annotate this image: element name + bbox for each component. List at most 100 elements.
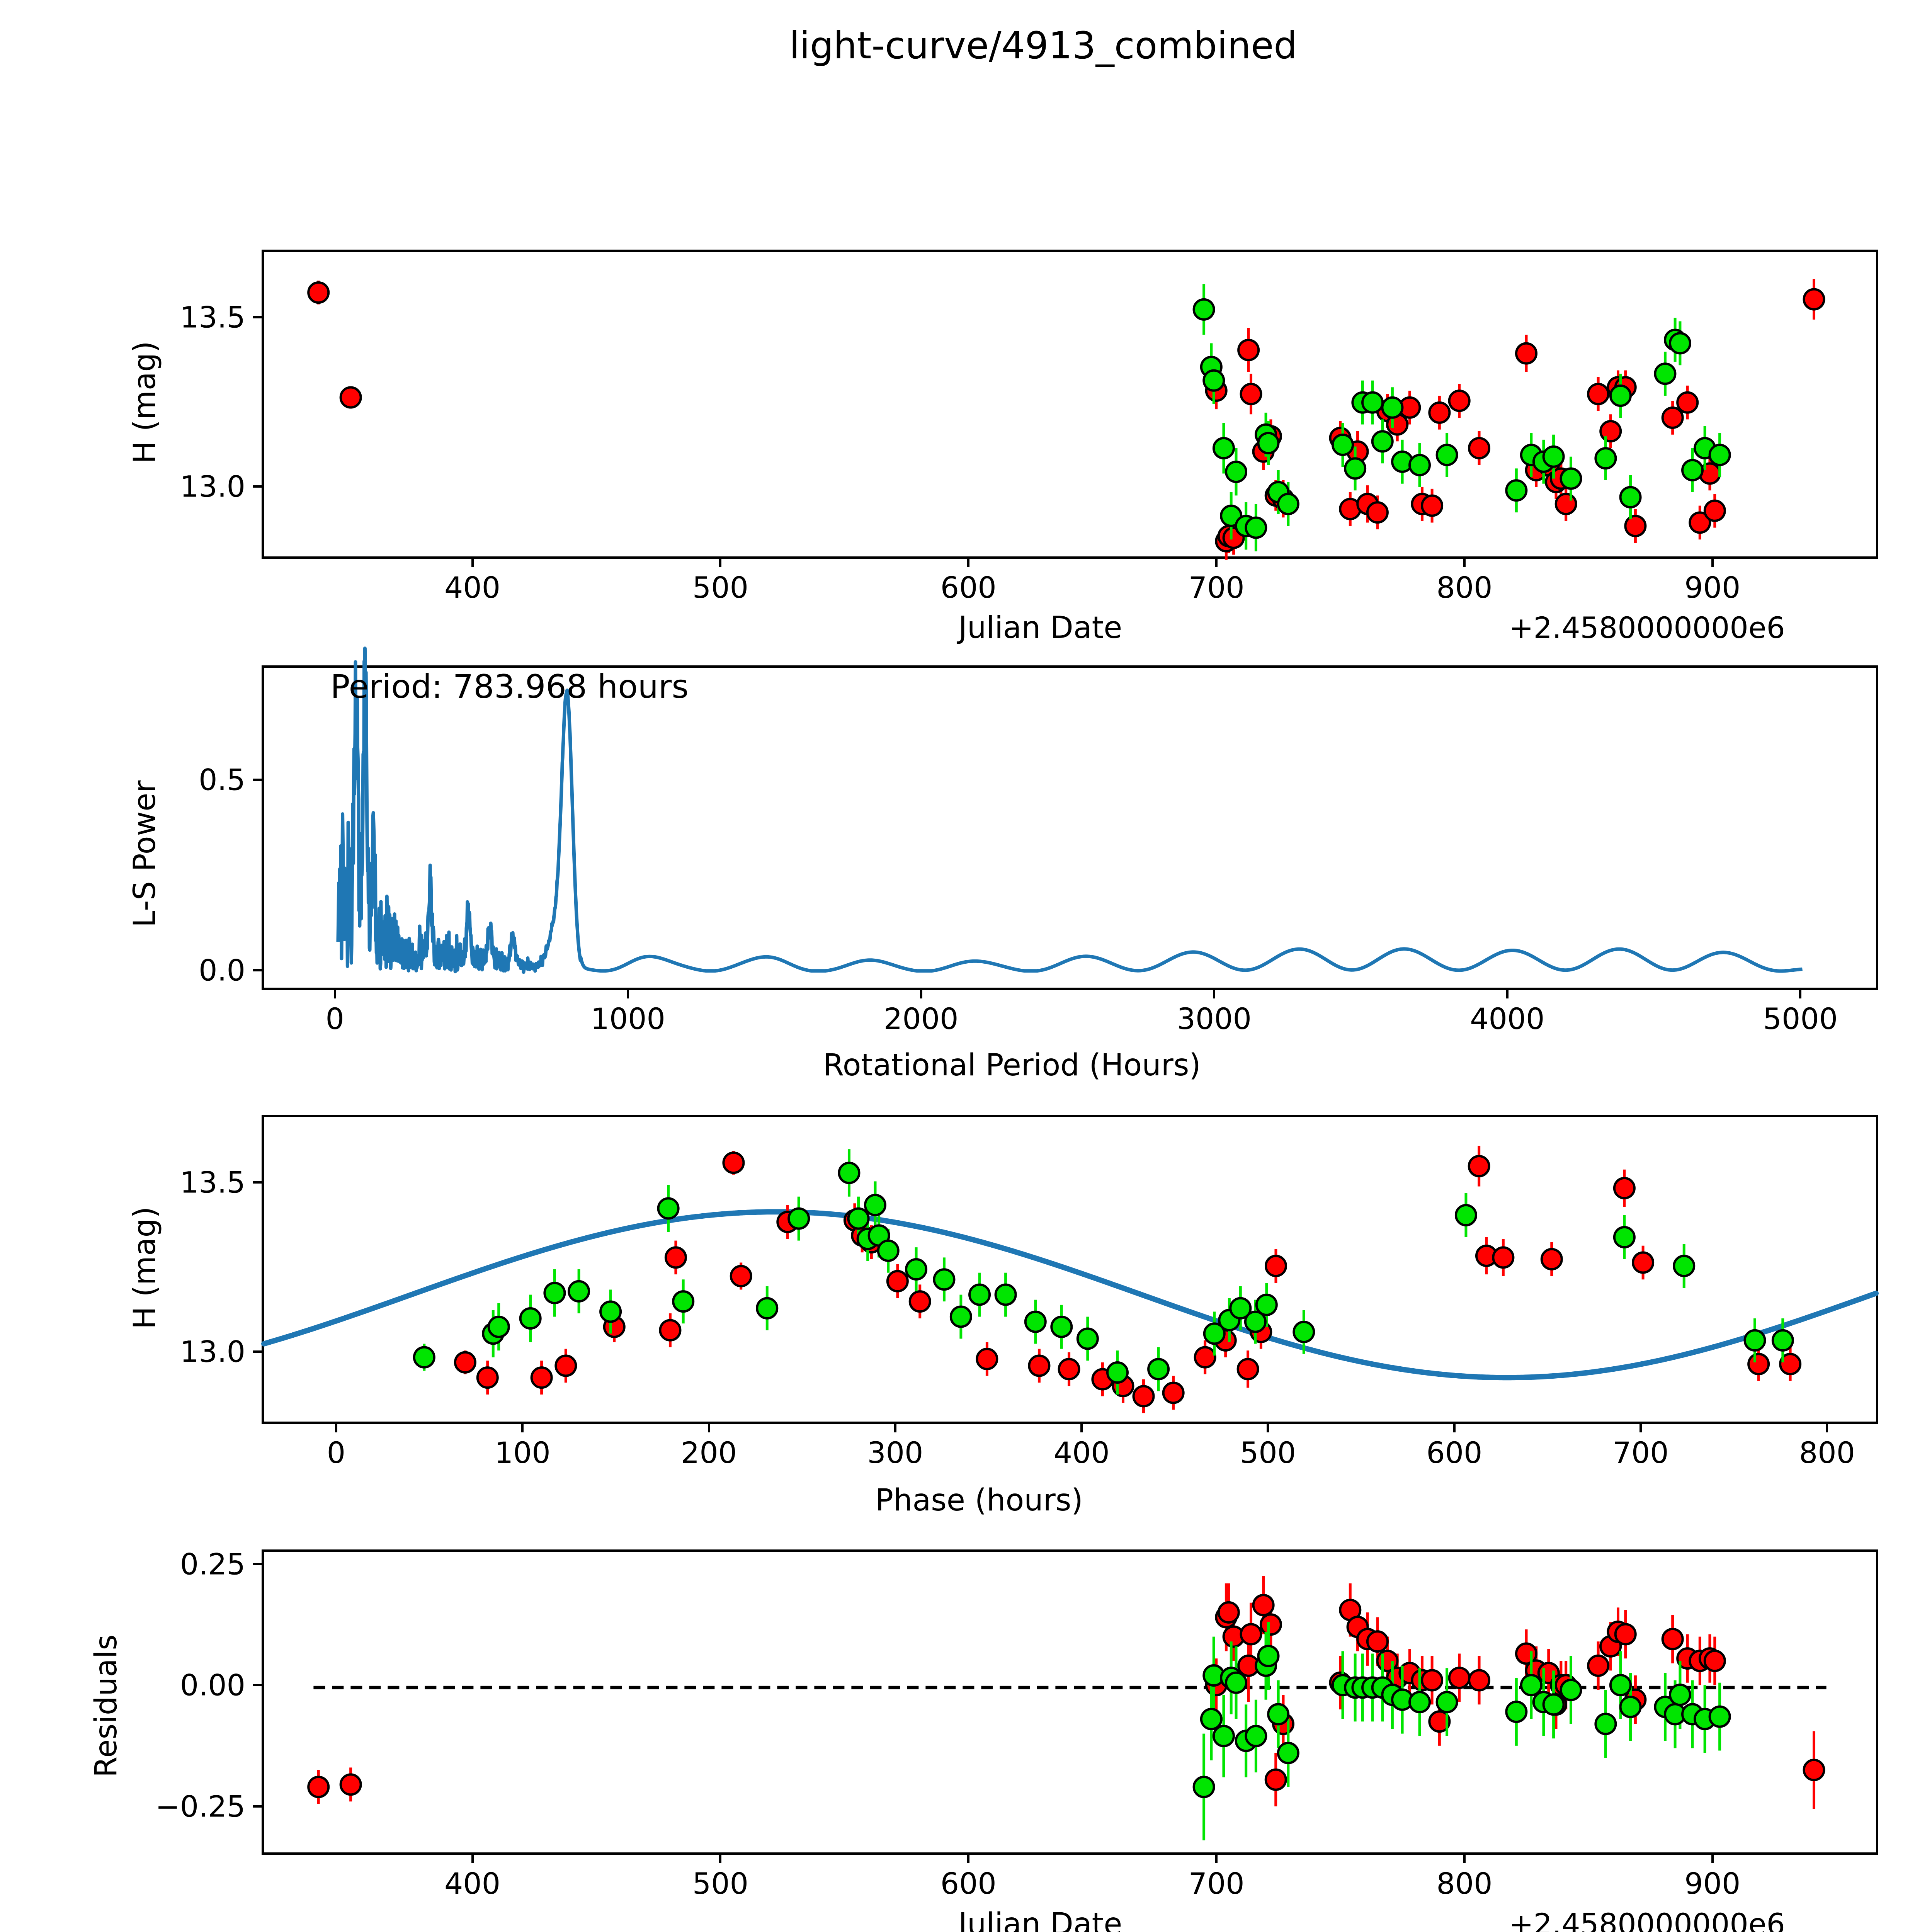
data-point [530,1366,553,1389]
data-point [1217,1601,1240,1624]
data-point [838,1162,861,1184]
x-tickmark [1453,1424,1456,1432]
data-point [949,1305,972,1328]
data-point [1743,1329,1766,1352]
data-point [1264,1255,1287,1277]
data-point [1779,1353,1802,1376]
data-point [1468,1669,1491,1692]
data-point [1609,1674,1632,1697]
data-point [1212,1725,1235,1747]
data-point [976,1348,998,1371]
data-point [1587,383,1610,405]
x-tick-label: 4000 [1470,1002,1545,1036]
data-point [1624,515,1647,537]
x-tickmark [1215,559,1218,567]
data-point [1803,288,1825,311]
x-tickmark [719,1855,722,1863]
y-tickmark [253,1684,262,1687]
x-tick-label: 400 [444,570,501,605]
x-tickmark [627,990,629,998]
data-point [1076,1327,1099,1350]
panel-lightcurve-xoffset: +2.4580000000e6 [1509,611,1785,645]
x-tickmark [333,990,336,998]
data-point [1435,444,1458,466]
data-point [1505,479,1528,502]
data-point [1202,369,1225,392]
data-point [1520,1674,1543,1697]
data-point [1028,1354,1051,1377]
data-point [933,1268,956,1291]
data-point [1344,457,1367,480]
data-point [1236,1358,1259,1381]
x-tickmark [1506,990,1509,998]
data-point [1560,1679,1582,1701]
data-point [1421,1669,1444,1692]
data-point [1609,384,1632,407]
x-tick-label: 600 [1426,1435,1483,1470]
data-point [664,1246,687,1269]
x-tick-label: 500 [692,1866,748,1901]
data-point [1366,501,1389,524]
data-point [1257,1645,1280,1667]
y-tick-label: 13.5 [180,300,245,335]
x-tick-label: 200 [681,1435,737,1470]
x-tickmark [521,1424,524,1432]
x-tick-label: 600 [940,1866,997,1901]
data-point [1468,1155,1490,1177]
data-point [1194,1346,1216,1369]
x-tickmark [1639,1424,1642,1432]
data-point [1366,1630,1389,1653]
data-point [1132,1385,1155,1408]
panel-lightcurve [262,250,1878,560]
data-point [339,1773,362,1796]
x-tick-label: 900 [1684,1866,1741,1901]
y-tickmark [253,485,262,488]
x-tick-label: 400 [1053,1435,1110,1470]
data-point [1654,362,1677,385]
y-tick-label: 0.5 [199,762,245,797]
data-point [1771,1329,1794,1352]
x-tickmark [1080,1424,1083,1432]
data-point [1267,1703,1290,1726]
data-point [968,1283,991,1306]
x-tickmark [1711,1855,1714,1863]
data-point [730,1265,752,1287]
panel-phasefold [261,1115,1879,1424]
x-tick-label: 800 [1799,1435,1855,1470]
data-point [1505,1701,1528,1723]
x-tickmark [1799,990,1802,998]
data-point [1435,1691,1458,1713]
data-point [1293,1320,1315,1343]
panel-periodogram-ylabel: L-S Power [128,780,162,927]
y-tick-label: 13.5 [180,1165,245,1200]
data-point [1632,1251,1655,1274]
y-tickmark [253,316,262,319]
x-tickmark [471,1855,474,1863]
data-point [1225,1671,1248,1694]
data-point [568,1280,590,1303]
data-point [1361,391,1384,414]
data-point [476,1366,499,1389]
data-point [554,1354,577,1377]
data-point [1492,1246,1515,1269]
x-tickmark [1711,559,1714,567]
data-point [1203,1322,1226,1345]
data-point [1421,494,1444,517]
data-point [1192,1776,1215,1798]
data-point [1587,1654,1610,1677]
y-tickmark [253,969,262,971]
data-point [1613,1226,1636,1248]
series-green [1192,284,1731,551]
x-tick-label: 900 [1684,570,1741,605]
data-point [1332,434,1354,456]
data-point [1058,1358,1080,1381]
data-point [307,281,330,304]
data-point [1661,1628,1684,1650]
data-point [1803,1759,1825,1781]
data-point [1708,444,1731,466]
data-point [1277,493,1299,515]
series-green [1192,1622,1731,1840]
figure-title: light-curve/4913_combined [789,24,1298,67]
panel-periodogram-xlabel: Rotational Period (Hours) [823,1048,1201,1083]
